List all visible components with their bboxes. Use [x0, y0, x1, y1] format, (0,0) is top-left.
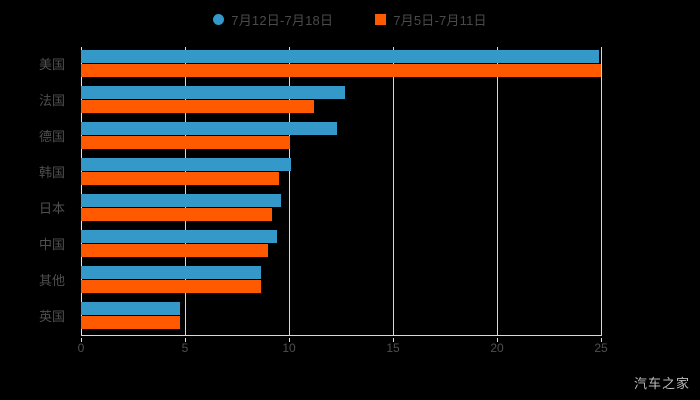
- bar-group: [81, 299, 601, 335]
- bar-group: [81, 119, 601, 155]
- bar-current[interactable]: [81, 158, 292, 171]
- y-axis-label-美国: 美国: [38, 57, 65, 72]
- gridline-5: [185, 47, 186, 335]
- bar-group: [81, 47, 601, 83]
- x-axis-tick-0: [81, 338, 82, 342]
- gridline-25: [601, 47, 602, 335]
- y-axis-label-英国: 英国: [38, 309, 65, 324]
- gridline-20: [497, 47, 498, 335]
- legend-label-current: 7月12日-7月18日: [231, 12, 334, 28]
- x-axis-tick-15: [393, 338, 394, 342]
- bar-previous[interactable]: [81, 100, 314, 113]
- bar-current[interactable]: [81, 194, 281, 207]
- circle-marker-icon: [213, 13, 225, 25]
- x-axis-label-5: 5: [181, 341, 189, 355]
- x-axis-label-20: 20: [490, 341, 504, 355]
- bar-group: [81, 83, 601, 119]
- x-axis-label-15: 15: [386, 341, 400, 355]
- gridline-0: [81, 47, 82, 335]
- bar-previous[interactable]: [81, 208, 273, 221]
- bar-previous[interactable]: [81, 244, 269, 257]
- gridline-15: [393, 47, 394, 335]
- x-axis-tick-20: [497, 338, 498, 342]
- y-axis-label-德国: 德国: [38, 129, 65, 144]
- y-axis-labels: 美国法国德国韩国日本中国其他英国: [0, 47, 73, 335]
- x-axis-tick-25: [601, 338, 602, 342]
- bar-current[interactable]: [81, 50, 599, 63]
- bar-previous[interactable]: [81, 64, 601, 77]
- legend-entry-current[interactable]: 7月12日-7月18日: [213, 10, 333, 29]
- y-axis-label-其他: 其他: [38, 273, 65, 288]
- bar-current[interactable]: [81, 302, 180, 315]
- plot-area: [81, 47, 602, 335]
- x-axis-label-10: 10: [282, 341, 296, 355]
- x-axis-label-0: 0: [77, 341, 85, 355]
- y-axis-label-韩国: 韩国: [38, 165, 65, 180]
- legend-entry-previous[interactable]: 7月5日-7月11日: [375, 10, 487, 29]
- bar-previous[interactable]: [81, 280, 261, 293]
- bar-current[interactable]: [81, 266, 261, 279]
- chart-legend: 7月12日-7月18日 7月5日-7月11日: [0, 6, 700, 32]
- gridline-10: [289, 47, 290, 335]
- bar-group: [81, 263, 601, 299]
- x-axis-tick-10: [289, 338, 290, 342]
- bar-group: [81, 155, 601, 191]
- bar-previous[interactable]: [81, 136, 291, 149]
- watermark: 汽车之家: [633, 376, 690, 391]
- bar-current[interactable]: [81, 86, 346, 99]
- bar-current[interactable]: [81, 230, 277, 243]
- legend-label-previous: 7月5日-7月11日: [393, 12, 487, 28]
- y-axis-label-中国: 中国: [38, 237, 65, 252]
- x-axis-labels: 0 5 10 15 20 25: [0, 338, 700, 358]
- y-axis-label-法国: 法国: [38, 93, 65, 108]
- bar-previous[interactable]: [81, 172, 279, 185]
- bar-current[interactable]: [81, 122, 337, 135]
- bar-group: [81, 227, 601, 263]
- x-axis-line: [81, 335, 602, 336]
- x-axis-tick-5: [185, 338, 186, 342]
- bar-group: [81, 191, 601, 227]
- x-axis-label-25: 25: [594, 341, 608, 355]
- bars-layer: [81, 47, 601, 335]
- bar-previous[interactable]: [81, 316, 180, 329]
- square-marker-icon: [375, 13, 387, 25]
- y-axis-label-日本: 日本: [38, 201, 65, 216]
